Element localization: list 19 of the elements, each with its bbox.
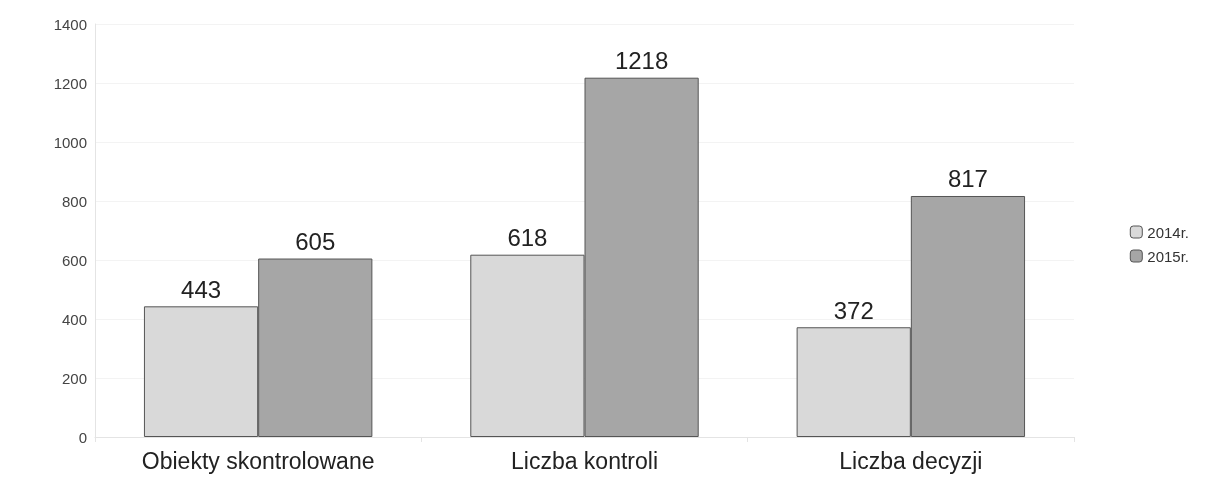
data-label: 372 — [833, 296, 874, 324]
y-tick-label: 400 — [61, 310, 87, 328]
y-tick-label: 1200 — [53, 74, 87, 92]
data-label: 605 — [295, 228, 336, 256]
y-tick-label: 800 — [61, 192, 87, 210]
x-tick-label: Liczba kontroli — [510, 447, 659, 474]
x-tick-label: Liczba decyzji — [839, 447, 983, 474]
y-tick-label: 1400 — [53, 15, 87, 33]
data-label: 618 — [507, 224, 548, 252]
x-tick-label: Obiekty skontrolowane — [141, 447, 375, 474]
data-label: 1218 — [614, 47, 669, 75]
y-tick-label: 600 — [61, 251, 87, 269]
legend-label: 2014r. — [1147, 223, 1190, 241]
y-tick-label: 200 — [61, 369, 87, 387]
data-label: 817 — [947, 165, 988, 193]
data-label: 443 — [181, 275, 222, 303]
legend-label: 2015r. — [1147, 247, 1190, 265]
y-tick-label: 0 — [78, 428, 87, 446]
y-tick-label: 1000 — [53, 133, 87, 151]
